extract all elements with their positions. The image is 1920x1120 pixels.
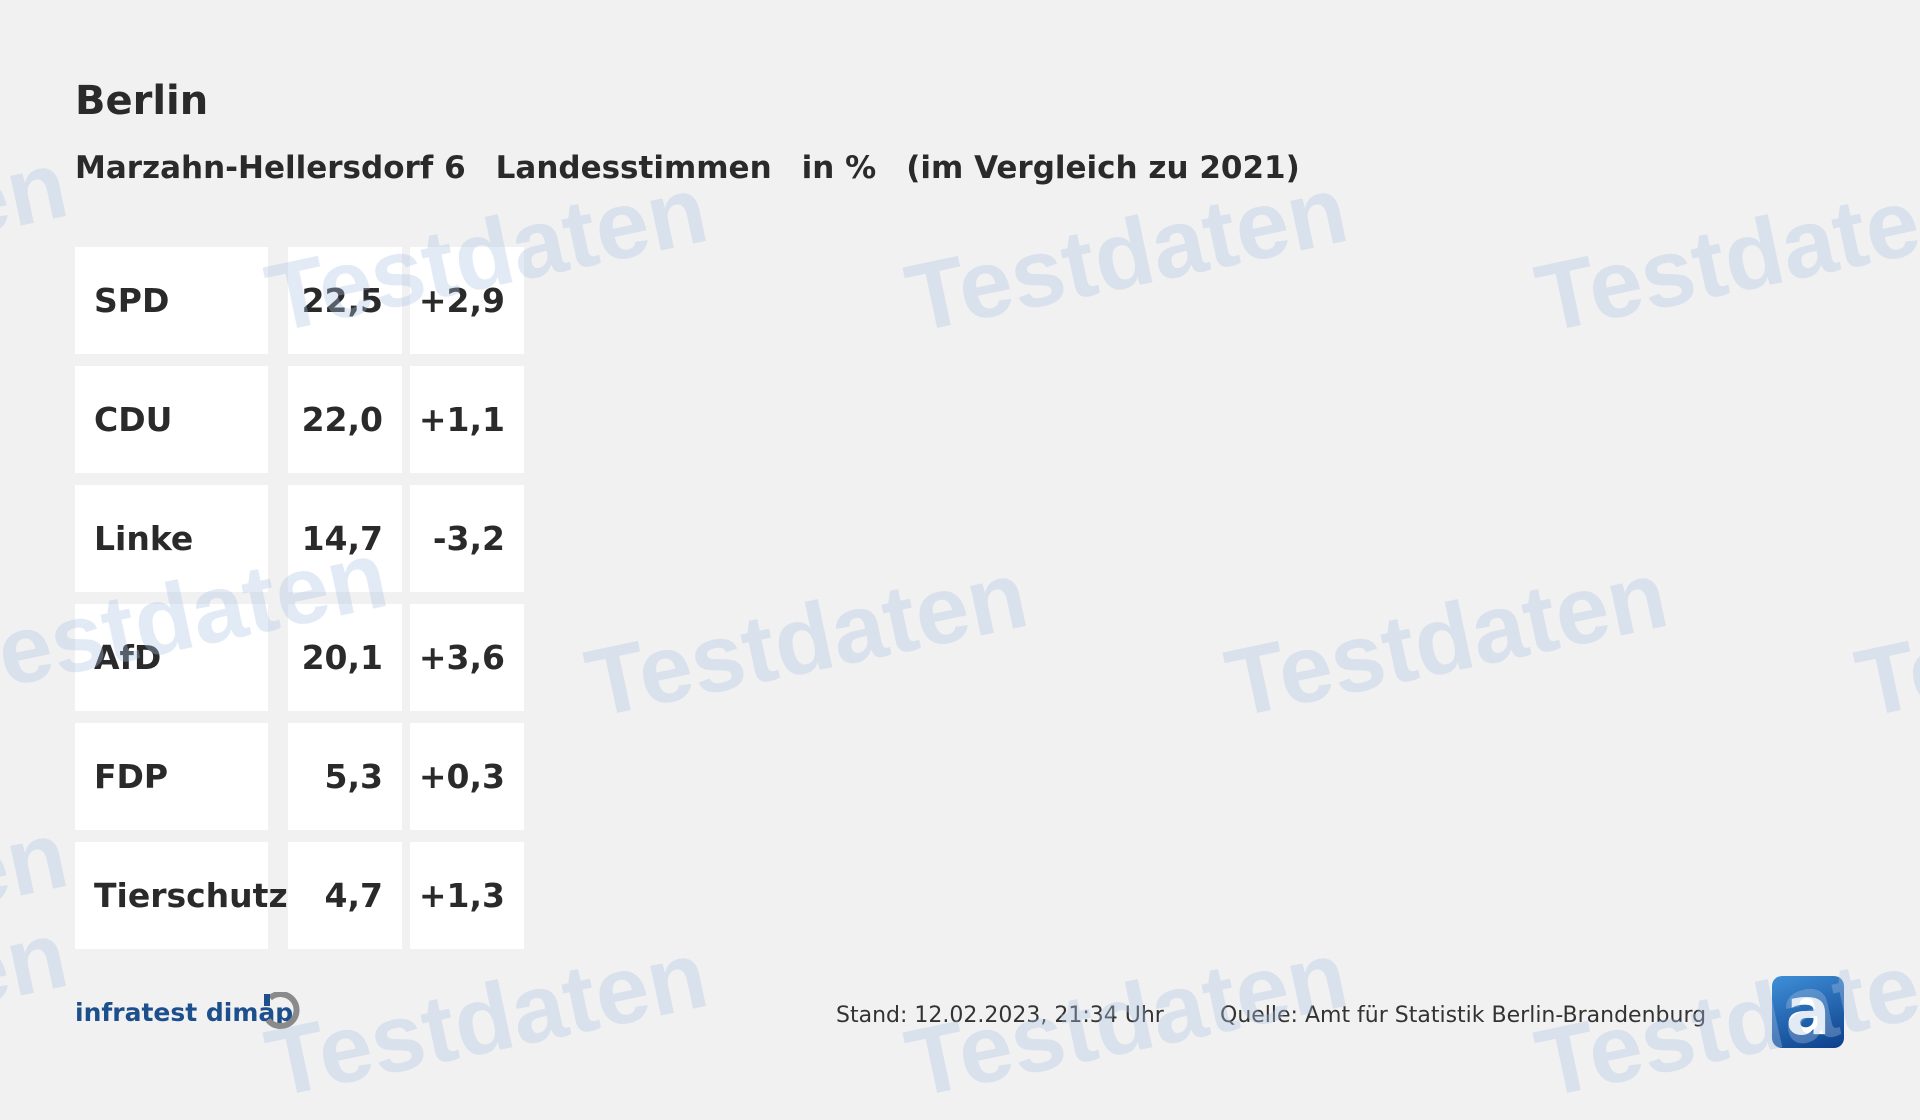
vote-change: +2,9 xyxy=(410,247,524,354)
page-title: Berlin xyxy=(75,78,209,124)
watermark: Testdaten xyxy=(0,900,77,1099)
subtitle: Marzahn-Hellersdorf 6 Landesstimmen in % (i… xyxy=(75,150,1330,186)
vote-change: +0,3 xyxy=(410,723,524,830)
watermark: Testdaten xyxy=(0,130,77,329)
watermark: Testdaten xyxy=(1527,155,1920,354)
broadcaster-logo: a xyxy=(1772,976,1844,1048)
party-name: CDU xyxy=(75,366,268,473)
source: Quelle: Amt für Statistik Berlin-Branden… xyxy=(1220,1003,1707,1028)
party-name: Tierschutz xyxy=(75,842,288,949)
watermark: Testdaten xyxy=(577,540,1037,739)
watermark: Testdaten xyxy=(257,920,717,1119)
vote-share: 14,7 xyxy=(288,485,402,592)
vote-share: 4,7 xyxy=(288,842,402,949)
timestamp: Stand: 12.02.2023, 21:34 Uhr xyxy=(836,1003,1164,1028)
party-name: Linke xyxy=(75,485,268,592)
vote-change: -3,2 xyxy=(410,485,524,592)
vote-share: 5,3 xyxy=(288,723,402,830)
vote-change: +3,6 xyxy=(410,604,524,711)
vote-share: 22,5 xyxy=(288,247,402,354)
vote-type: Landesstimmen xyxy=(495,150,772,186)
vote-share: 22,0 xyxy=(288,366,402,473)
watermark: Testdaten xyxy=(1217,540,1677,739)
party-name: FDP xyxy=(75,723,268,830)
comparison: (im Vergleich zu 2021) xyxy=(906,150,1300,186)
brand-name: infratest dimap xyxy=(75,998,294,1027)
constituency: Marzahn-Hellersdorf 6 xyxy=(75,150,466,186)
logo-letter: a xyxy=(1785,973,1831,1050)
infratest-ring-icon xyxy=(264,992,300,1030)
watermark: Testdaten xyxy=(0,800,77,999)
watermark: Testdaten xyxy=(1847,540,1920,739)
party-name: SPD xyxy=(75,247,268,354)
vote-share: 20,1 xyxy=(288,604,402,711)
party-name: AfD xyxy=(75,604,268,711)
vote-change: +1,1 xyxy=(410,366,524,473)
vote-change: +1,3 xyxy=(410,842,524,949)
unit: in % xyxy=(801,150,877,186)
